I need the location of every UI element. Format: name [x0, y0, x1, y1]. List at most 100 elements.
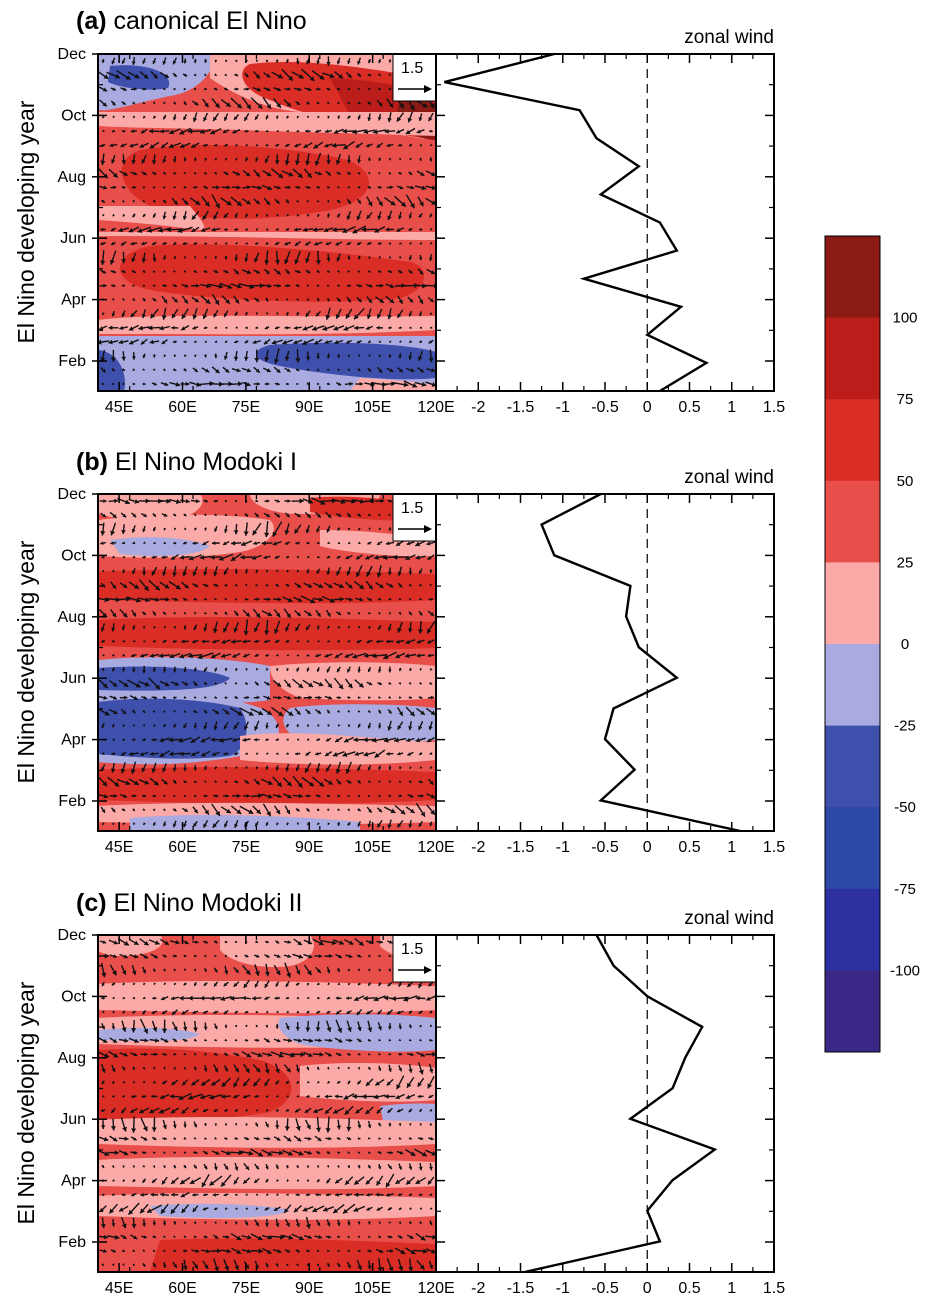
wind-vector-head — [286, 1067, 291, 1073]
wind-vector-head — [172, 572, 177, 577]
wind-vector-head — [293, 340, 298, 345]
wind-vector-head — [202, 1207, 207, 1211]
wind-vector-head — [164, 584, 170, 589]
wind-vector-head — [153, 1151, 156, 1154]
wind-vector-head — [224, 1067, 228, 1072]
wind-vector-head — [224, 780, 228, 783]
wind-vector-head — [431, 368, 436, 373]
wind-vector-head — [215, 766, 218, 769]
wind-vector-head — [423, 1248, 428, 1254]
wind-vector-head — [159, 1108, 164, 1114]
wind-vector-head — [214, 299, 219, 305]
wind-vector-head — [132, 1165, 135, 1168]
wind-vector-head — [324, 1094, 329, 1099]
wind-vector-head — [337, 969, 340, 973]
wind-vector-head — [151, 571, 156, 576]
wind-vector-head — [328, 1235, 332, 1239]
wind-vector-head — [276, 270, 281, 275]
wind-vector-head — [431, 1151, 436, 1156]
wind-vector-head — [420, 811, 425, 817]
wind-vector-head — [347, 639, 351, 643]
wind-vector-head — [234, 513, 238, 516]
wind-vector-head — [224, 725, 228, 730]
wind-vector-head — [121, 129, 125, 133]
wind-vector-head — [324, 227, 329, 232]
wind-vector-head — [327, 172, 331, 176]
wind-vector-head — [326, 101, 330, 104]
wind-vector-head — [275, 143, 279, 147]
wind-vector-head — [357, 794, 361, 797]
wind-vector-head — [211, 227, 216, 232]
wind-vector-head — [357, 968, 361, 971]
wind-vector-head — [297, 1179, 300, 1182]
wind-vector-head — [161, 340, 166, 344]
wind-vector-head — [224, 228, 227, 231]
wind-vector-head — [224, 513, 227, 516]
wind-vector-head — [215, 810, 220, 816]
wind-vector-head — [286, 1137, 292, 1142]
wind-vector-head — [430, 766, 433, 769]
wind-vector-head — [377, 725, 382, 729]
wind-vector-head — [227, 284, 233, 289]
wind-vector-head — [155, 1038, 159, 1043]
wind-vector-head — [133, 87, 137, 91]
wind-vector-head — [150, 313, 156, 319]
wind-vector-head — [102, 513, 106, 517]
wind-vector-head — [359, 499, 365, 504]
wind-vector-head — [100, 627, 105, 632]
wind-vector-head — [310, 598, 316, 604]
wind-vector-head — [152, 60, 156, 64]
wind-vector-head — [276, 368, 281, 373]
wind-vector-head — [101, 1125, 106, 1129]
wind-vector-head — [337, 668, 341, 673]
wind-vector-head — [153, 355, 156, 358]
wind-vector-head — [378, 354, 382, 357]
wind-vector-head — [332, 752, 338, 757]
wind-vector-head — [408, 1038, 412, 1042]
wind-vector-head — [296, 668, 300, 672]
wind-vector-head — [121, 259, 127, 264]
wind-vector-head — [193, 823, 197, 827]
wind-vector-head — [312, 1207, 318, 1213]
wind-vector-head — [132, 1263, 135, 1266]
wind-vector-head — [132, 710, 136, 714]
wind-vector-head — [395, 1094, 401, 1099]
wind-vector-head — [315, 1193, 319, 1197]
wind-vector-head — [347, 696, 351, 699]
wind-vector-head — [142, 738, 146, 741]
wind-vector-head — [407, 117, 413, 123]
wind-vector-head — [223, 541, 227, 545]
wind-vector-head — [255, 172, 260, 177]
wind-vector-head — [295, 1109, 299, 1113]
wind-vector-head — [120, 143, 125, 148]
wind-vector-head — [182, 1081, 187, 1086]
wind-vector-head — [204, 668, 208, 672]
wind-vector-head — [155, 597, 160, 602]
wind-vector-head — [204, 499, 208, 503]
wind-vector-head — [416, 129, 421, 134]
wind-vector-head — [204, 201, 210, 207]
wind-vector-head — [384, 737, 389, 743]
wind-vector-head — [112, 1249, 116, 1253]
wind-vector-head — [418, 356, 423, 361]
wind-vector-head — [169, 129, 175, 135]
wind-vector-head — [388, 780, 391, 783]
wind-vector-head — [246, 382, 251, 387]
wind-vector-head — [114, 1150, 119, 1156]
wind-vector-head — [123, 87, 127, 91]
wind-vector-head — [159, 325, 164, 331]
wind-vector-head — [389, 1150, 393, 1155]
wind-vector-head — [383, 995, 389, 1001]
wind-vector-head — [254, 639, 258, 644]
wind-vector-head — [200, 129, 205, 134]
wind-vector-head — [367, 541, 371, 545]
wind-vector-head — [211, 1081, 216, 1086]
wind-vector-head — [143, 724, 146, 727]
wind-vector-head — [332, 227, 337, 233]
wind-vector-head — [101, 639, 105, 643]
wind-vector-head — [368, 794, 371, 797]
wind-vector-head — [305, 313, 310, 317]
wind-vector-head — [154, 1052, 158, 1057]
wind-vector-head — [193, 87, 197, 90]
